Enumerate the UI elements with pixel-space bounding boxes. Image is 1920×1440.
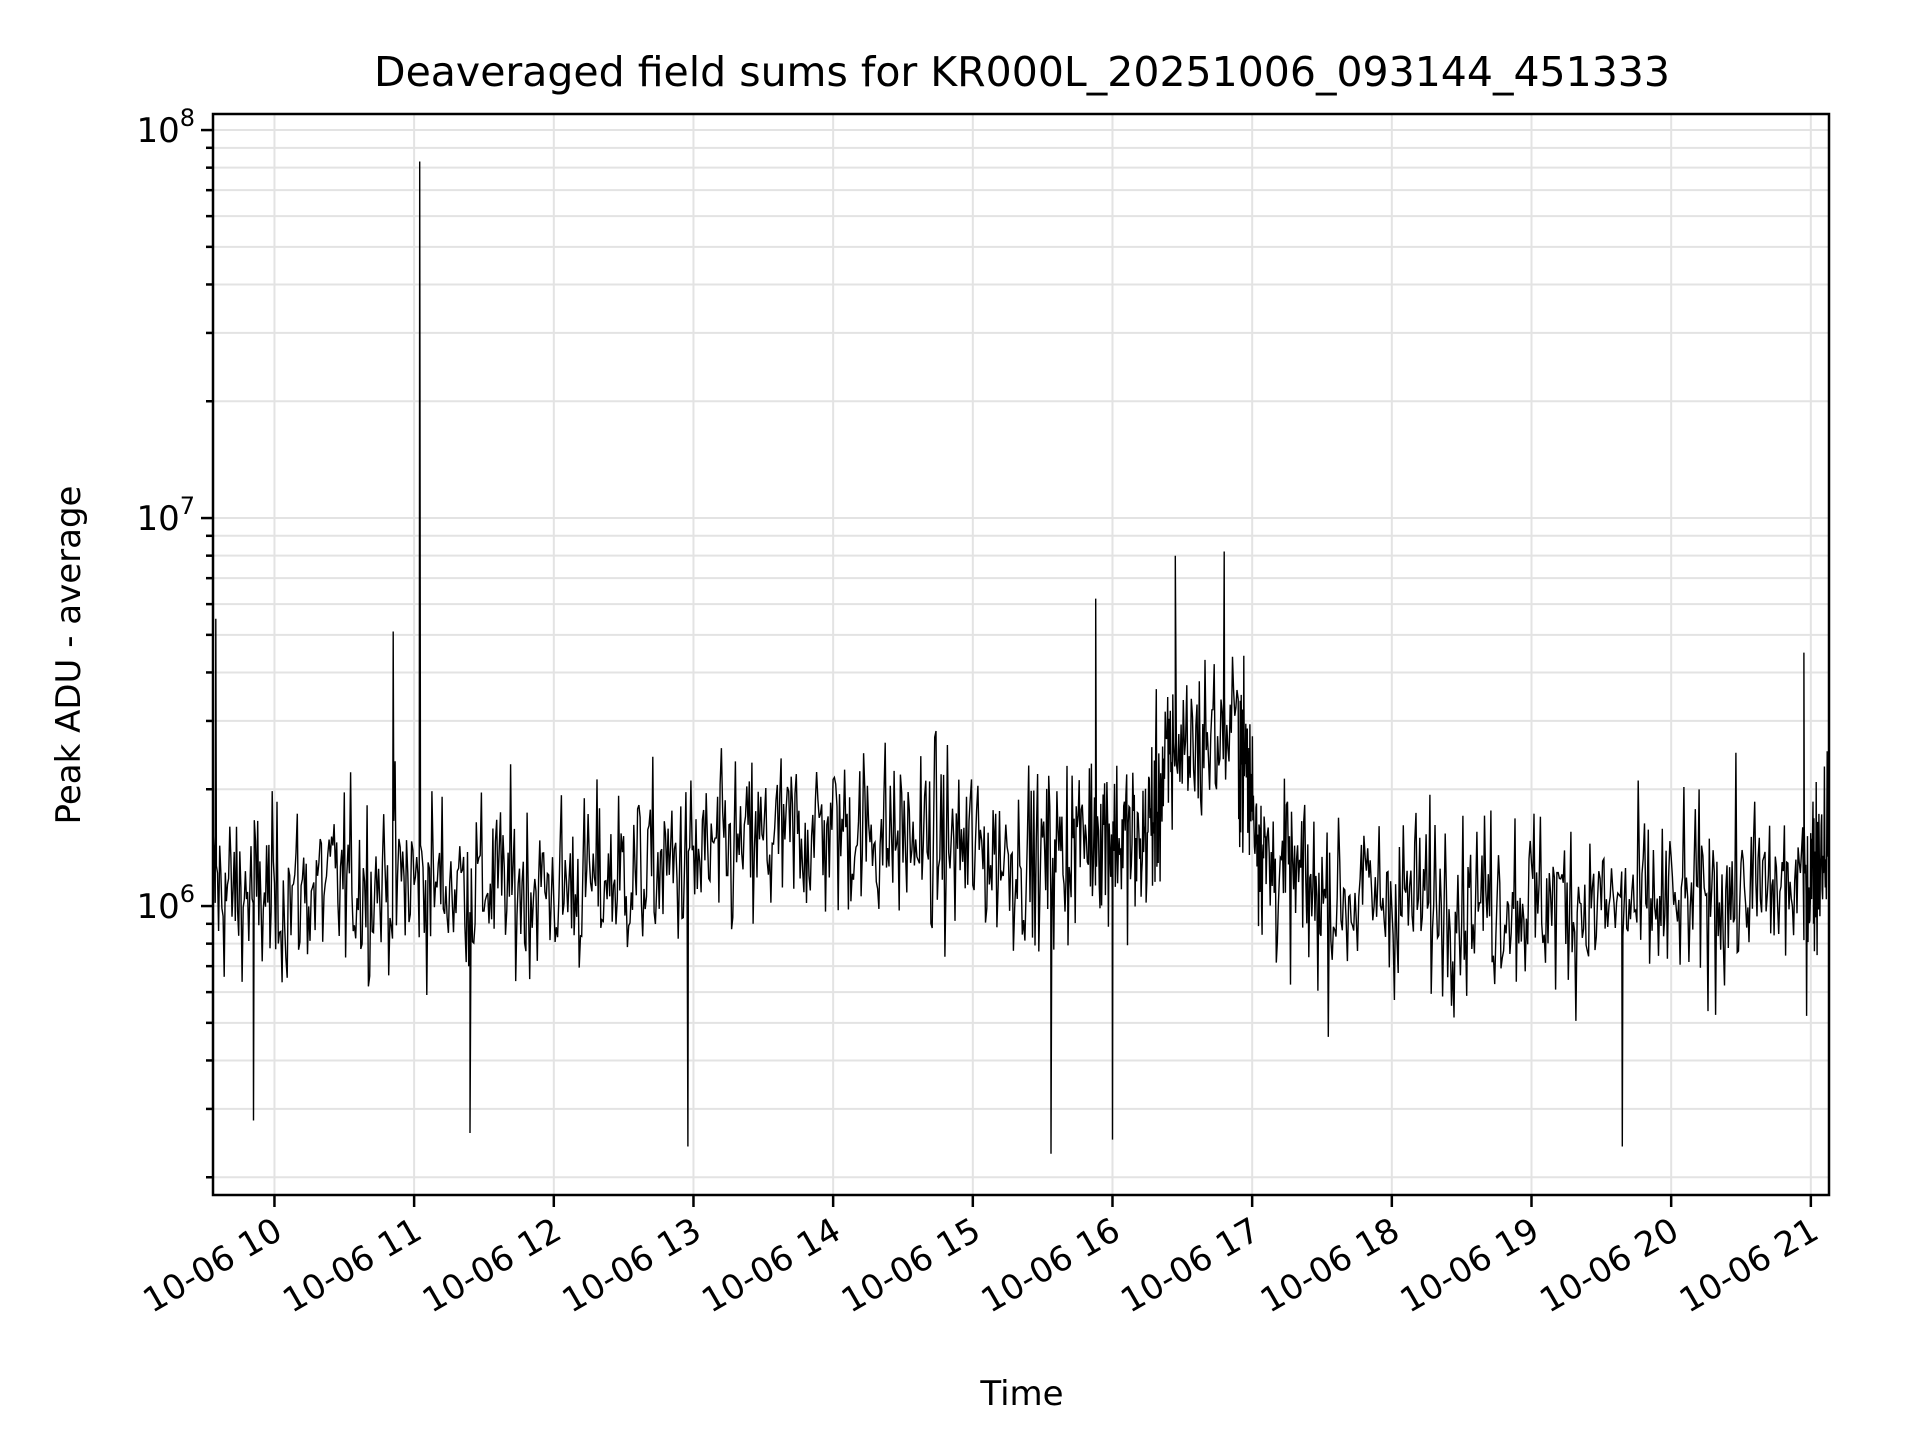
y-tick-label: 107	[136, 492, 195, 539]
grid	[213, 114, 1829, 1195]
y-axis-label: Peak ADU - average	[49, 486, 89, 825]
chart-title: Deaveraged field sums for KR000L_2025100…	[374, 48, 1670, 96]
series-layer	[212, 161, 1830, 1154]
y-tick-label: 106	[136, 880, 195, 927]
x-axis-label: Time	[979, 1374, 1063, 1414]
y-axis: 106 107 108	[136, 104, 213, 1179]
y-tick-label: 108	[136, 104, 195, 151]
plot-frame	[211, 112, 1831, 1197]
series-line	[212, 161, 1830, 1154]
